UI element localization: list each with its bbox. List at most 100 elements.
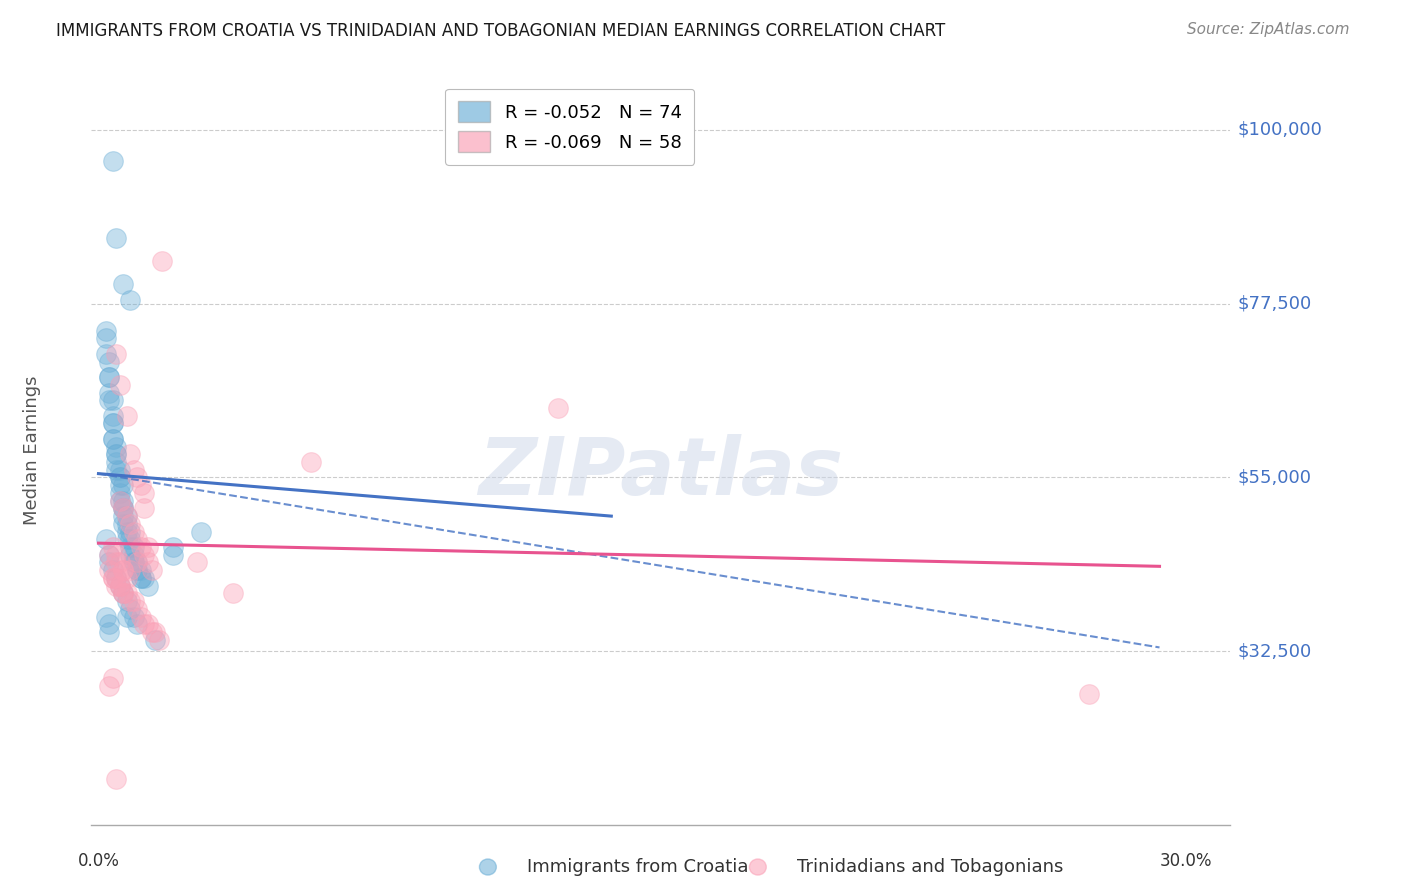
- Point: [98, 385, 121, 400]
- Point: [129, 571, 152, 585]
- Point: [98, 617, 121, 632]
- Point: [94, 331, 117, 345]
- Point: [134, 486, 156, 500]
- Point: [122, 556, 145, 570]
- Point: [129, 540, 152, 554]
- Point: [101, 417, 124, 431]
- Point: [148, 632, 170, 647]
- Point: [105, 231, 128, 245]
- Point: [122, 609, 145, 624]
- Text: $100,000: $100,000: [1237, 121, 1322, 139]
- Point: [120, 533, 142, 547]
- Text: Immigrants from Croatia: Immigrants from Croatia: [527, 858, 749, 876]
- Point: [98, 548, 121, 562]
- Point: [112, 509, 135, 524]
- Point: [108, 377, 131, 392]
- Point: [115, 516, 138, 531]
- Point: [94, 347, 117, 361]
- Point: [112, 516, 135, 531]
- Point: [129, 563, 152, 577]
- Point: [98, 556, 121, 570]
- Point: [120, 594, 142, 608]
- Point: [136, 617, 159, 632]
- Point: [108, 579, 131, 593]
- Text: Source: ZipAtlas.com: Source: ZipAtlas.com: [1187, 22, 1350, 37]
- Point: [127, 556, 149, 570]
- Point: [98, 625, 121, 640]
- Point: [115, 533, 138, 547]
- Point: [108, 486, 131, 500]
- Text: $77,500: $77,500: [1237, 294, 1312, 313]
- Point: [120, 602, 142, 616]
- Text: 0.0%: 0.0%: [77, 852, 120, 870]
- Point: [105, 772, 128, 786]
- Point: [186, 556, 208, 570]
- Point: [108, 556, 131, 570]
- Point: [115, 609, 138, 624]
- Text: $55,000: $55,000: [1237, 468, 1312, 486]
- Legend: R = -0.052   N = 74, R = -0.069   N = 58: R = -0.052 N = 74, R = -0.069 N = 58: [446, 88, 695, 165]
- Point: [136, 556, 159, 570]
- Point: [120, 447, 142, 461]
- Point: [98, 370, 121, 384]
- Point: [134, 617, 156, 632]
- Point: [108, 470, 131, 484]
- Point: [136, 540, 159, 554]
- Point: [134, 548, 156, 562]
- Point: [105, 447, 128, 461]
- Text: ZIPatlas: ZIPatlas: [478, 434, 844, 512]
- Point: [108, 470, 131, 484]
- Point: [112, 586, 135, 600]
- Point: [108, 478, 131, 492]
- Point: [127, 617, 149, 632]
- Point: [143, 625, 166, 640]
- Point: [115, 509, 138, 524]
- Point: [105, 556, 128, 570]
- Point: [127, 563, 149, 577]
- Point: [112, 501, 135, 516]
- Text: IMMIGRANTS FROM CROATIA VS TRINIDADIAN AND TOBAGONIAN MEDIAN EARNINGS CORRELATIO: IMMIGRANTS FROM CROATIA VS TRINIDADIAN A…: [56, 22, 945, 40]
- Point: [115, 594, 138, 608]
- Point: [108, 493, 131, 508]
- Point: [98, 563, 121, 577]
- Point: [129, 478, 152, 492]
- Point: [120, 524, 142, 539]
- Point: [115, 524, 138, 539]
- Point: [101, 571, 124, 585]
- Point: [127, 533, 149, 547]
- Point: [115, 586, 138, 600]
- Point: [112, 563, 135, 577]
- Point: [120, 293, 142, 307]
- Point: [101, 417, 124, 431]
- Point: [299, 455, 322, 469]
- Point: [547, 401, 569, 415]
- Point: [129, 609, 152, 624]
- Point: [98, 393, 121, 408]
- Point: [98, 679, 121, 693]
- Point: [115, 509, 138, 524]
- Point: [115, 571, 138, 585]
- Point: [112, 501, 135, 516]
- Point: [105, 347, 128, 361]
- Point: [105, 571, 128, 585]
- Point: [120, 563, 142, 577]
- Point: [105, 455, 128, 469]
- Point: [98, 548, 121, 562]
- Point: [112, 586, 135, 600]
- Point: [115, 409, 138, 423]
- Point: [94, 533, 117, 547]
- Point: [120, 516, 142, 531]
- Point: [222, 586, 245, 600]
- Point: [101, 393, 124, 408]
- Point: [112, 478, 135, 492]
- Point: [94, 324, 117, 338]
- Point: [112, 493, 135, 508]
- Point: [190, 524, 212, 539]
- Point: [101, 671, 124, 685]
- Point: [94, 609, 117, 624]
- Point: [162, 548, 184, 562]
- Point: [127, 470, 149, 484]
- Point: [105, 447, 128, 461]
- Point: [150, 254, 173, 268]
- Point: [98, 354, 121, 368]
